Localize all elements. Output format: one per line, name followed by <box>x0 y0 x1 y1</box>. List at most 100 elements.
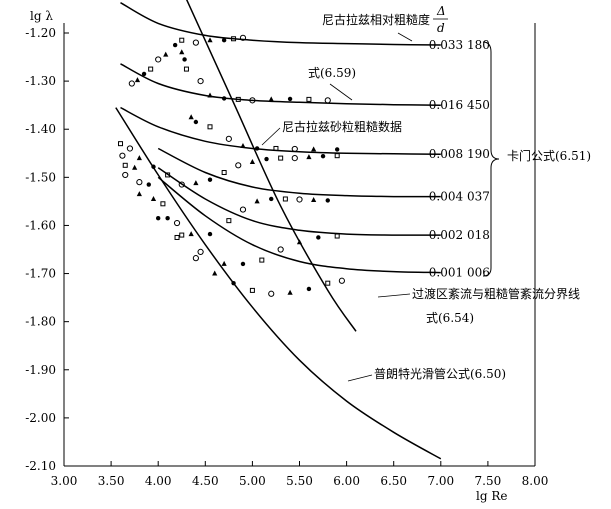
data-point <box>226 218 232 224</box>
data-point <box>240 143 246 149</box>
data-point <box>148 66 154 72</box>
formula-659-leader <box>329 83 353 101</box>
data-point <box>156 216 161 221</box>
prandtl-label: 普朗特光滑管公式(6.50) <box>374 366 506 381</box>
data-point <box>225 135 232 142</box>
x-ticks: 3.00 3.50 4.00 4.50 5.00 5.50 6.00 6.50 7.00 7.50… <box>51 461 549 488</box>
data-point <box>193 119 199 125</box>
data-point <box>249 287 255 293</box>
data-point <box>273 145 279 151</box>
data-point <box>334 153 340 159</box>
data-point <box>165 172 171 178</box>
data-point <box>151 164 156 169</box>
y-axis-title: lg λ <box>30 9 53 23</box>
x-tick-label: 5.50 <box>286 474 313 488</box>
roughness-curve-label: 0.008 190 <box>429 147 490 161</box>
data-point <box>334 147 340 152</box>
data-point <box>179 232 185 238</box>
data-point <box>178 181 185 188</box>
data-point <box>239 206 247 213</box>
data-point <box>296 239 303 245</box>
x-tick-label: 7.50 <box>475 474 502 488</box>
data-point <box>316 235 321 240</box>
x-tick-label: 7.00 <box>427 474 454 488</box>
data-point <box>249 97 256 104</box>
x-tick-label: 8.00 <box>522 474 549 488</box>
series-line-7 <box>115 107 442 460</box>
x-tick-label: 5.00 <box>239 474 266 488</box>
roughness-curve-label: 0.033 180 <box>429 38 490 52</box>
data-point <box>278 155 284 161</box>
data-point <box>207 177 213 182</box>
data-point <box>134 77 141 83</box>
data-point <box>235 162 242 169</box>
prandtl-leader <box>347 374 373 382</box>
data-point <box>269 196 274 202</box>
data-point <box>254 198 260 204</box>
data-point <box>150 195 157 201</box>
data-point <box>179 49 185 55</box>
data-point <box>141 71 147 77</box>
roughness-title: 尼古拉兹相对粗糙度 <box>322 12 430 27</box>
data-point <box>221 260 227 266</box>
roughness-data-label: 尼古拉兹砂粒粗糙数据 <box>282 119 402 134</box>
data-point <box>155 56 162 63</box>
data-point <box>268 290 275 297</box>
roughness-delta: Δ <box>436 4 446 18</box>
roughness-d: d <box>437 21 445 35</box>
data-point <box>325 280 331 286</box>
data-point <box>119 152 126 159</box>
data-point <box>306 96 312 102</box>
data-point <box>264 156 269 162</box>
y-tick-label: -1.60 <box>25 218 56 232</box>
data-point <box>174 234 180 240</box>
roughness-curve-label: 0.001 006 <box>429 266 490 280</box>
data-point <box>259 257 265 263</box>
data-point <box>172 42 178 48</box>
data-point <box>277 246 284 253</box>
data-point <box>287 96 293 102</box>
data-point <box>231 36 237 42</box>
roughness-data-leader <box>261 127 281 146</box>
curve-labels: 0.033 180 0.016 450 0.008 190 0.004 037 0.00… <box>429 38 490 280</box>
data-point <box>132 164 138 170</box>
karman-label: 卡门公式(6.51) <box>507 148 591 163</box>
data-point <box>128 80 135 87</box>
data-point <box>122 171 129 179</box>
data-point <box>320 153 326 159</box>
data-point <box>179 37 185 43</box>
data-point <box>268 96 274 102</box>
data-point <box>160 201 166 207</box>
y-tick-label: -1.40 <box>25 122 56 136</box>
data-point <box>163 51 169 57</box>
data-point <box>183 66 189 72</box>
data-point <box>126 145 134 152</box>
y-tick-label: -1.70 <box>25 267 56 281</box>
data-point <box>282 196 288 202</box>
y-tick-label: -1.80 <box>25 315 56 329</box>
y-tick-label: -1.90 <box>25 363 56 377</box>
data-point <box>235 96 241 102</box>
data-point <box>311 146 317 152</box>
series-line-6 <box>185 0 357 332</box>
y-tick-label: -1.20 <box>25 26 56 40</box>
data-point <box>254 146 260 151</box>
series-line-5 <box>157 176 441 274</box>
data-point <box>207 124 213 130</box>
data-point <box>118 141 124 147</box>
data-point <box>182 57 187 62</box>
data-point <box>188 231 194 237</box>
data-point <box>188 114 194 120</box>
x-tick-label: 4.00 <box>145 474 172 488</box>
data-point <box>207 37 213 43</box>
data-point <box>165 216 170 221</box>
roughness-title-arrow <box>397 32 413 42</box>
series-line-4 <box>157 167 441 236</box>
roughness-data-points <box>118 34 345 297</box>
data-point <box>136 155 142 161</box>
series-line-0 <box>120 2 441 46</box>
x-tick-label: 6.50 <box>380 474 407 488</box>
data-point <box>325 198 330 203</box>
data-point <box>240 261 246 267</box>
